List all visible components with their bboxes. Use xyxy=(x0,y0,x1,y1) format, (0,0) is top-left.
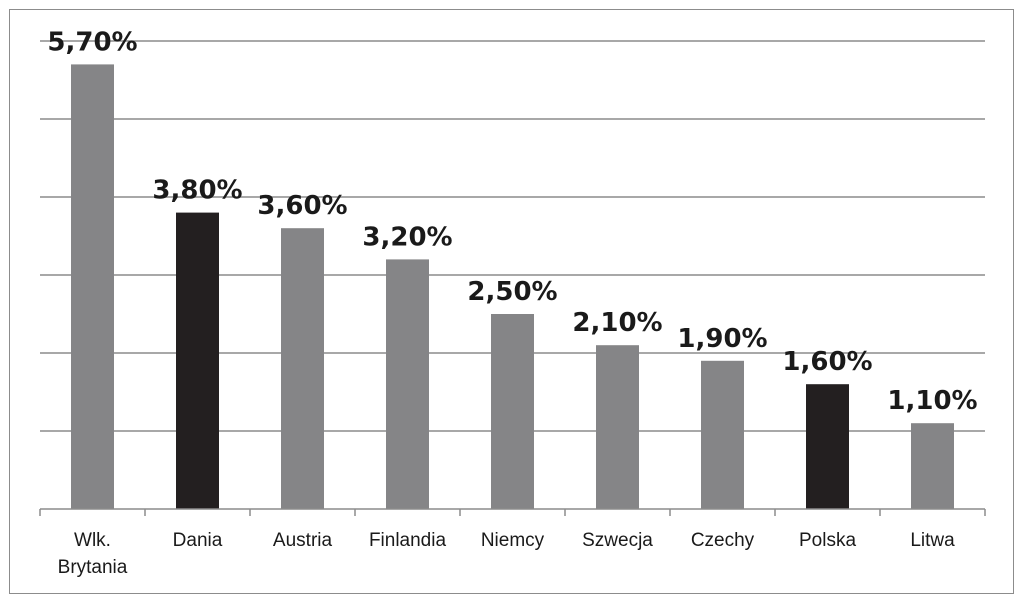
bar-5 xyxy=(596,345,639,509)
x-tick-label-line: Brytania xyxy=(58,557,128,578)
x-tick-label-6: Czechy xyxy=(691,530,755,551)
x-tick-label-line: Finlandia xyxy=(369,530,447,551)
data-label-7: 1,60% xyxy=(782,347,872,377)
bar-8 xyxy=(911,423,954,509)
x-tick-label-line: Niemcy xyxy=(481,530,545,551)
bar-3 xyxy=(386,259,429,509)
x-tick-labels: Wlk. Brytania Dania Austria Finlandia Niemcy S… xyxy=(58,530,955,578)
x-tick-label-line: Austria xyxy=(273,530,333,551)
bar-6 xyxy=(701,360,744,509)
bar-0 xyxy=(71,64,114,510)
x-tick-label-line: Polska xyxy=(799,530,856,551)
data-label-4: 2,50% xyxy=(467,277,557,307)
x-tick-label-line: Dania xyxy=(173,530,223,551)
bar-4 xyxy=(491,314,534,509)
data-label-5: 2,10% xyxy=(572,308,662,338)
x-tick-label-line: Szwecja xyxy=(582,530,653,551)
x-tick-label-0: Wlk. Brytania xyxy=(58,530,128,578)
x-tick-label-8: Litwa xyxy=(910,530,955,551)
data-label-2: 3,60% xyxy=(257,191,347,221)
bars xyxy=(71,64,954,510)
bar-2 xyxy=(281,228,324,509)
x-tick-label-line: Wlk. xyxy=(74,530,111,551)
x-tick-label-7: Polska xyxy=(799,530,856,551)
bar-1 xyxy=(176,212,219,509)
data-labels: 5,70% 3,80% 3,60% 3,20% 2,50% 2,10% 1,90% 1,60%… xyxy=(47,27,977,416)
x-tick-label-line: Litwa xyxy=(910,530,955,551)
x-axis xyxy=(39,508,986,516)
data-label-0: 5,70% xyxy=(47,27,137,57)
data-label-1: 3,80% xyxy=(152,176,242,206)
x-tick-label-line: Czechy xyxy=(691,530,755,551)
x-tick-label-3: Finlandia xyxy=(369,530,447,551)
data-label-3: 3,20% xyxy=(362,222,452,252)
x-tick-label-1: Dania xyxy=(173,530,223,551)
bar-7 xyxy=(806,384,849,509)
data-label-6: 1,90% xyxy=(677,324,767,354)
data-label-8: 1,10% xyxy=(887,386,977,416)
x-tick-label-2: Austria xyxy=(273,530,333,551)
x-tick-label-5: Szwecja xyxy=(582,530,653,551)
x-tick-label-4: Niemcy xyxy=(481,530,545,551)
